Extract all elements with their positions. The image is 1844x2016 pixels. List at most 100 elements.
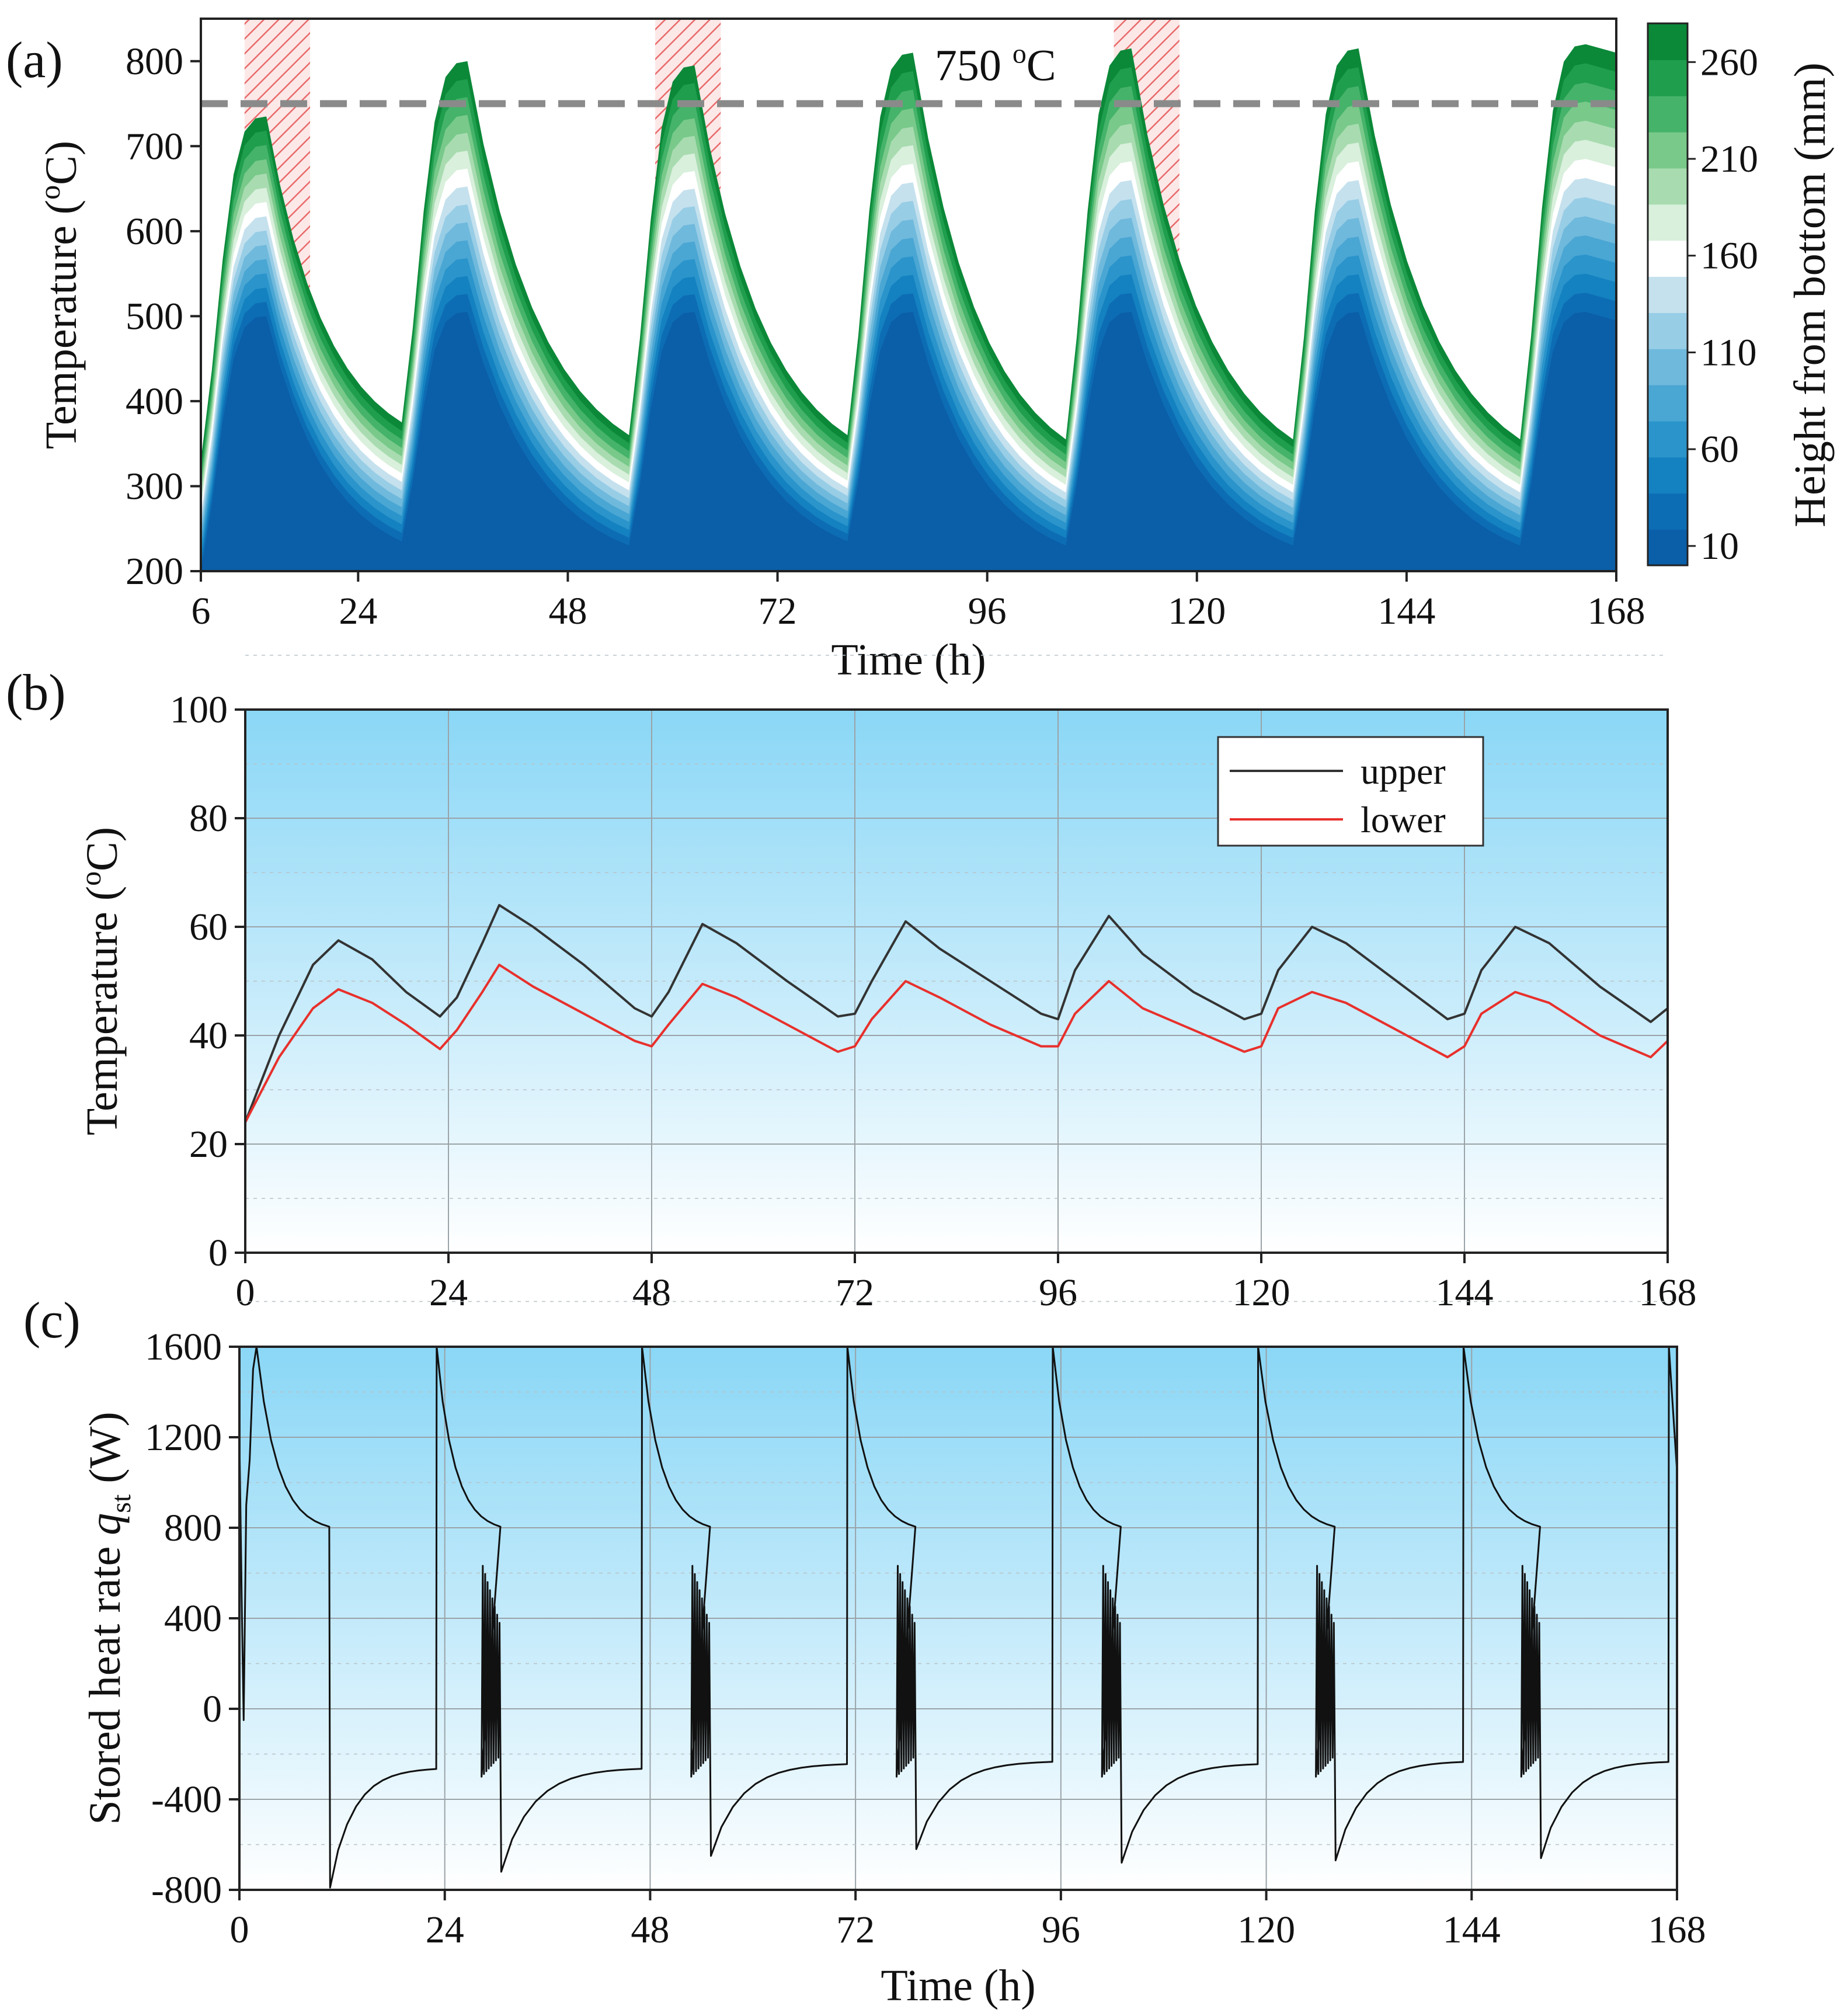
x-tick-label: 48 — [631, 1909, 669, 1951]
colorbar-segment — [1648, 204, 1688, 241]
x-tick-label: 120 — [1237, 1909, 1295, 1951]
legend-box — [1217, 736, 1484, 847]
colorbar-segment — [1648, 59, 1688, 96]
x-axis-ticks-b: 0 24 48 72 96 120 144 168 — [236, 1253, 1697, 1314]
legend-label-upper: upper — [1361, 750, 1446, 792]
panel-b: (b) 0 24 48 72 96 120 144 168 0 20 40 60 80 100 Temp… — [6, 655, 1697, 1314]
threshold-label: 750 oC — [935, 39, 1056, 91]
panel-c-label: (c) — [23, 1292, 81, 1349]
y-tick-label: 60 — [189, 906, 228, 948]
colorbar-segment — [1648, 529, 1688, 566]
legend: upper lower — [1217, 736, 1484, 847]
x-tick-label: 120 — [1168, 590, 1226, 632]
y-tick-label: 600 — [126, 210, 183, 253]
x-tick-label: 144 — [1436, 1271, 1494, 1314]
x-tick-label: 120 — [1233, 1271, 1290, 1314]
x-tick-label: 96 — [1039, 1271, 1077, 1314]
y-axis-title-a: Temperature (oC) — [33, 141, 86, 449]
y-tick-label: 200 — [126, 550, 183, 593]
temperature-band-0 — [201, 312, 1616, 571]
x-tick-label: 168 — [1648, 1909, 1706, 1951]
x-tick-label: 24 — [339, 590, 377, 632]
y-axis-title-c: Stored heat rate qst (W) — [81, 1412, 137, 1824]
colorbar-tick-label: 110 — [1700, 331, 1757, 374]
colorbar-title: Height from bottom (mm) — [1786, 62, 1835, 527]
legend-label-lower: lower — [1361, 799, 1446, 840]
y-axis-ticks-c: -800 -400 0 400 800 1200 1600 — [145, 1326, 239, 1911]
x-tick-label: 144 — [1377, 590, 1435, 632]
x-tick-label: 48 — [548, 590, 587, 632]
series-lines-c — [239, 1347, 1677, 1889]
colorbar-tick-label: 60 — [1700, 428, 1739, 471]
x-tick-label: 72 — [759, 590, 797, 632]
colorbar: 10 60 110 160 210 260 — [1647, 22, 1758, 568]
y-tick-label: 80 — [189, 797, 228, 840]
colorbar-segment — [1648, 420, 1688, 458]
x-tick-label: 96 — [1042, 1909, 1080, 1951]
y-axis-ticks-a: 200 300 400 500 600 700 800 — [126, 40, 201, 593]
y-axis-ticks-b: 0 20 40 60 80 100 — [170, 689, 245, 1274]
series-line-upper — [245, 903, 1668, 1123]
series-line-qst — [239, 1347, 1677, 1889]
plot-frame-b — [244, 708, 1669, 1254]
colorbar-segment — [1648, 384, 1688, 422]
x-axis-title-c: Time (h) — [881, 1961, 1035, 2010]
x-tick-label: 72 — [836, 1271, 874, 1314]
x-tick-label: 168 — [1588, 590, 1645, 632]
y-tick-label: 500 — [126, 295, 183, 338]
panel-b-label: (b) — [6, 665, 66, 721]
colorbar-segment — [1648, 276, 1688, 313]
colorbar-segment — [1648, 312, 1688, 349]
y-tick-label: 800 — [164, 1507, 222, 1549]
colorbar-tick-label: 210 — [1700, 138, 1758, 180]
colorbar-segment — [1648, 131, 1688, 169]
colorbar-frame — [1647, 22, 1689, 566]
x-tick-label: 0 — [236, 1271, 255, 1314]
panel-c: (c) 0 24 48 72 96 120 144 168 -800 -400 0 400 800 12… — [23, 1292, 1706, 2010]
y-tick-label: 400 — [126, 380, 183, 423]
y-axis-title-b: Temperature (oC) — [74, 827, 127, 1135]
plot-frame-a — [200, 18, 1617, 572]
y-tick-label: 20 — [189, 1123, 228, 1166]
x-tick-label: 6 — [192, 590, 211, 632]
colorbar-tick-label: 10 — [1700, 525, 1739, 568]
y-tick-label: 400 — [164, 1597, 222, 1640]
y-tick-label: 700 — [126, 125, 183, 168]
grid-b — [245, 655, 1668, 1253]
x-tick-label: 72 — [836, 1909, 875, 1951]
y-tick-label: 300 — [126, 465, 183, 508]
y-tick-label: 0 — [203, 1688, 222, 1730]
colorbar-segment — [1648, 23, 1688, 60]
y-tick-label: -400 — [151, 1778, 222, 1821]
colorbar-tick-label: 160 — [1700, 235, 1758, 277]
panel-a: (a) 750 oC 6 24 48 72 96 120 144 168 200 300 400 5… — [6, 18, 1835, 684]
x-tick-label: 96 — [968, 590, 1007, 632]
colorbar-segment — [1648, 493, 1688, 530]
x-axis-ticks-c: 0 24 48 72 96 120 144 168 — [230, 1890, 1706, 1951]
x-axis-title-a: Time (h) — [831, 635, 986, 684]
y-tick-label: 0 — [208, 1232, 228, 1274]
y-tick-label: 40 — [189, 1014, 228, 1057]
colorbar-segment — [1648, 348, 1688, 385]
x-tick-label: 168 — [1639, 1271, 1697, 1314]
series-lines-b — [245, 903, 1668, 1123]
y-tick-label: -800 — [151, 1869, 222, 1911]
colorbar-segment — [1648, 95, 1688, 133]
y-tick-label: 100 — [170, 689, 228, 731]
y-tick-label: 1200 — [145, 1416, 222, 1459]
x-tick-label: 48 — [632, 1271, 671, 1314]
colorbar-tick-label: 260 — [1700, 41, 1758, 84]
temperature-bands — [201, 44, 1616, 571]
y-tick-label: 1600 — [145, 1326, 222, 1368]
colorbar-segment — [1648, 240, 1688, 277]
colorbar-segment — [1648, 457, 1688, 494]
x-tick-label: 24 — [426, 1909, 464, 1951]
x-tick-label: 24 — [429, 1271, 468, 1314]
colorbar-segment — [1648, 168, 1688, 205]
x-tick-label: 0 — [230, 1909, 249, 1951]
x-axis-ticks-a: 6 24 48 72 96 120 144 168 — [192, 571, 1645, 632]
y-tick-label: 800 — [126, 40, 183, 83]
x-tick-label: 144 — [1443, 1909, 1501, 1951]
series-line-lower — [245, 964, 1668, 1123]
